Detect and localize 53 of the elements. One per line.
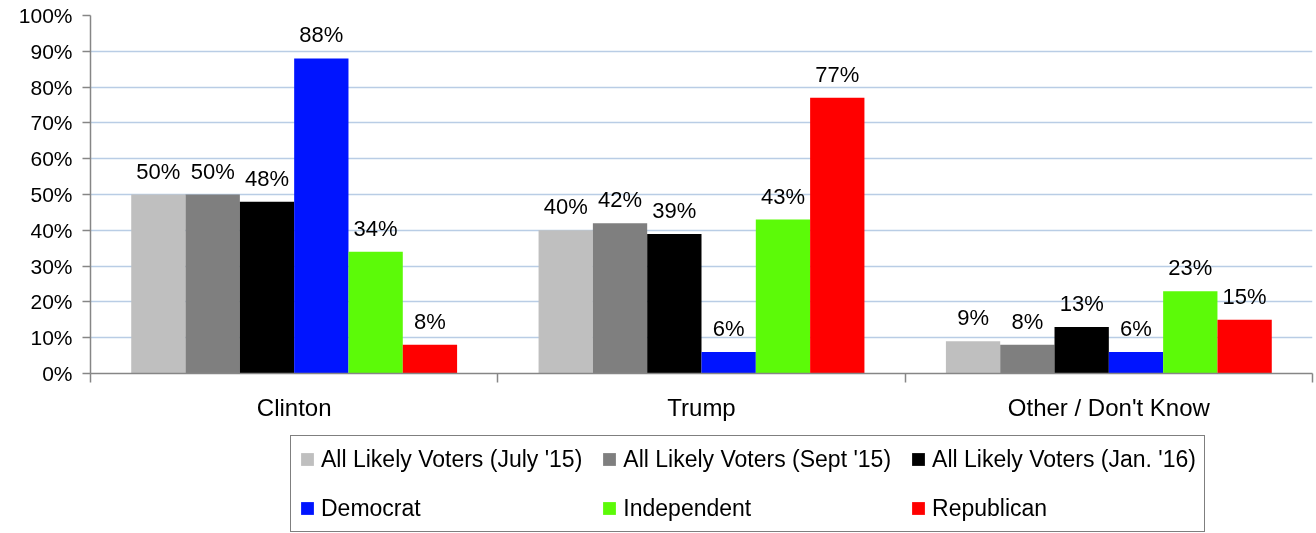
bar <box>348 251 403 374</box>
legend-label: All Likely Voters (Jan. '16) <box>932 444 1196 474</box>
y-tick-label: 90% <box>30 39 73 63</box>
y-tick-label: 40% <box>30 218 73 242</box>
x-tick-label: Other / Don't Know <box>1007 393 1211 421</box>
data-label: 9% <box>957 305 989 331</box>
legend-label: Republican <box>932 493 1048 523</box>
bar <box>810 97 865 374</box>
data-label: 88% <box>299 22 344 48</box>
data-label: 77% <box>815 61 860 87</box>
data-label: 50% <box>190 158 235 184</box>
data-label: 13% <box>1059 290 1104 316</box>
data-label: 8% <box>1011 308 1044 334</box>
y-tick-label: 10% <box>30 326 73 350</box>
bar <box>701 352 756 374</box>
data-label: 6% <box>1120 316 1152 342</box>
legend-label: Independent <box>623 493 752 523</box>
bar <box>131 194 186 374</box>
data-label: 39% <box>652 197 697 223</box>
bar <box>294 58 349 374</box>
legend-label: All Likely Voters (Sept '15) <box>623 444 892 474</box>
bar <box>1108 352 1164 374</box>
y-tick-label: 20% <box>30 290 73 314</box>
bar <box>1217 319 1272 374</box>
y-tick-label: 80% <box>30 75 73 99</box>
data-label: 6% <box>712 316 745 342</box>
x-tick-label: Clinton <box>256 393 332 421</box>
bar <box>755 219 811 374</box>
y-tick-label: 50% <box>30 183 73 206</box>
data-label: 50% <box>136 158 181 184</box>
data-label: 23% <box>1168 255 1213 281</box>
data-label: 15% <box>1222 283 1267 309</box>
bar <box>1054 326 1109 374</box>
y-tick-label: 0% <box>42 362 73 385</box>
bar <box>402 344 458 374</box>
y-tick-label: 60% <box>30 147 73 171</box>
x-tick-label: Trump <box>667 393 736 421</box>
legend-label: All Likely Voters (July '15) <box>321 444 583 474</box>
data-label: 43% <box>760 183 805 209</box>
data-label: 42% <box>598 187 643 213</box>
data-label: 34% <box>353 215 398 241</box>
y-tick-label: 30% <box>30 254 73 278</box>
bar <box>239 201 295 374</box>
data-label: 40% <box>543 194 588 220</box>
bar <box>945 341 1001 374</box>
y-tick-label: 70% <box>30 111 73 135</box>
bar <box>538 230 593 374</box>
data-label: 48% <box>244 165 290 191</box>
bar <box>1163 291 1218 374</box>
legend-label: Democrat <box>321 493 421 523</box>
bar <box>647 233 702 374</box>
y-tick-label: 100% <box>18 4 73 27</box>
data-label: 8% <box>414 308 446 334</box>
